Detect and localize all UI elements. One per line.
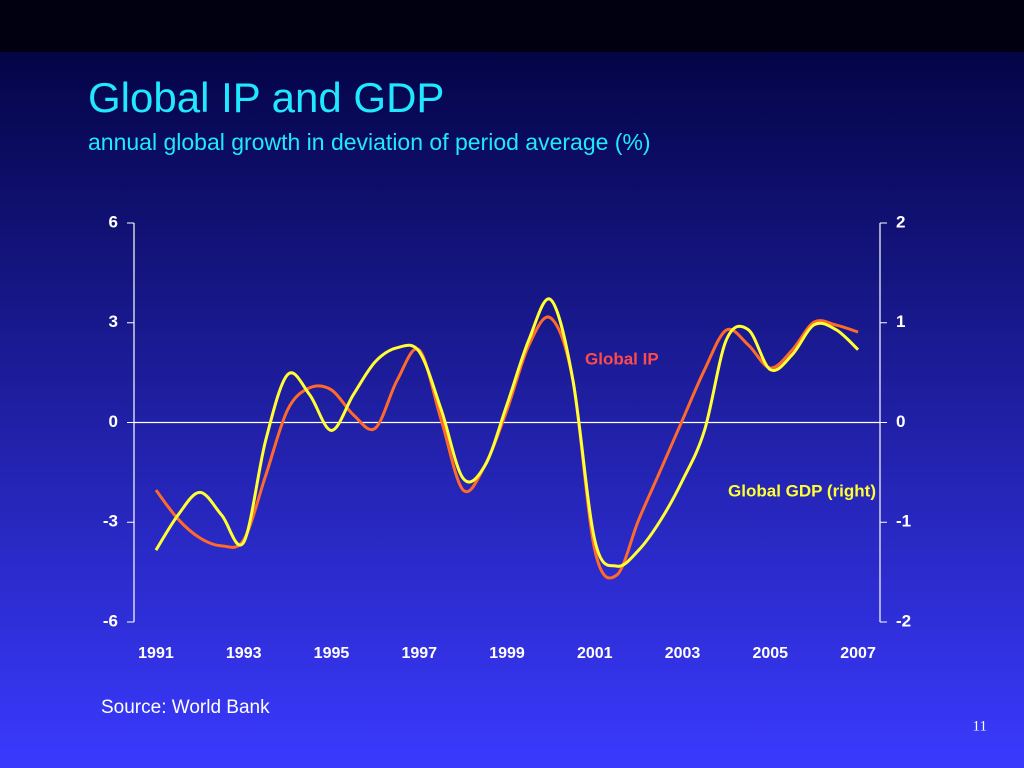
y-tick-label: -6 (103, 611, 118, 630)
slide-title: Global IP and GDP (88, 74, 444, 121)
y2-tick-label: 1 (896, 312, 905, 331)
x-tick-label: 1997 (401, 645, 437, 662)
y2-tick-label: -1 (896, 512, 911, 531)
top-band (0, 0, 1024, 52)
x-tick-label: 1991 (138, 645, 174, 662)
series-label: Global IP (585, 349, 659, 368)
y-tick-label: 3 (109, 312, 118, 331)
y2-tick-label: 0 (896, 412, 905, 431)
series-label: Global GDP (right) (728, 481, 876, 500)
x-tick-label: 2001 (577, 645, 613, 662)
series-line (154, 297, 860, 568)
x-tick-label: 2007 (840, 645, 876, 662)
source: Source: World Bank (101, 697, 270, 718)
page-number: 11 (973, 718, 987, 734)
chart: -6 -3 0 3 6 -2 -1 0 1 2 1991 1993 1995 1997 1999 2001 20… (103, 212, 911, 662)
slide-subtitle: annual global growth in deviation of per… (88, 129, 651, 155)
y2-tick-label: 2 (896, 212, 905, 231)
y2-tick-label: -2 (896, 611, 911, 630)
y-tick-label: 6 (109, 212, 118, 231)
y-tick-label: -3 (103, 512, 118, 531)
x-tick-label: 1995 (314, 645, 350, 662)
series-line (154, 315, 859, 580)
x-tick-label: 2005 (752, 645, 788, 662)
x-tick-label: 1993 (226, 645, 262, 662)
x-tick-label: 1999 (489, 645, 525, 662)
x-tick-label: 2003 (665, 645, 701, 662)
y-tick-label: 0 (109, 412, 118, 431)
